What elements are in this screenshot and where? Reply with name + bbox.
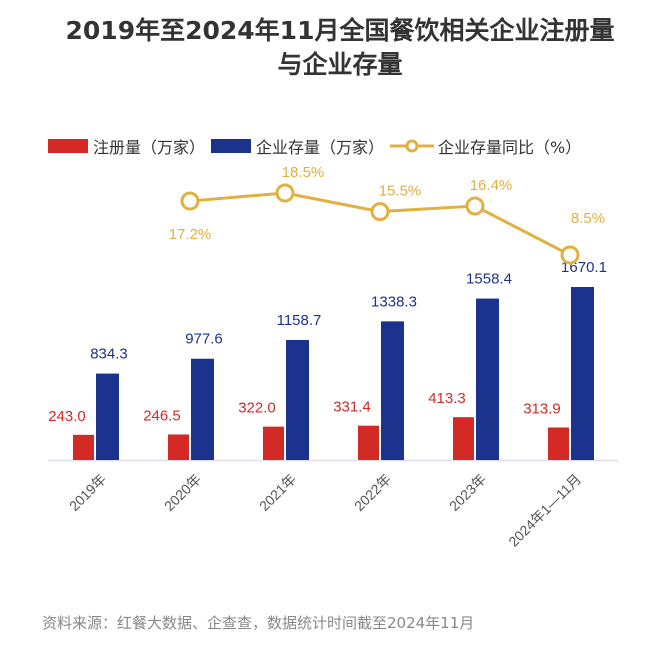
- data-label-stock: 977.6: [185, 331, 223, 348]
- line-point-yoy: [560, 245, 580, 265]
- data-label-stock: 1158.7: [277, 312, 322, 329]
- data-label-stock: 1558.4: [466, 271, 512, 288]
- data-label-registrations: 331.4: [333, 399, 371, 416]
- line-point-yoy: [180, 191, 200, 211]
- x-tick-label: 2020年: [161, 471, 204, 514]
- data-label-yoy: 15.5%: [379, 183, 422, 200]
- source-note: 资料来源：红餐大数据、企查查，数据统计时间截至2024年11月: [42, 614, 475, 632]
- data-label-yoy: 17.2%: [169, 226, 212, 243]
- bar-stock: [286, 339, 309, 460]
- legend-line-marker: [390, 139, 435, 153]
- bar-registrations: [548, 427, 569, 460]
- bar-stock: [96, 373, 119, 460]
- x-tick-label: 2023年: [446, 471, 489, 514]
- data-label-yoy: 8.5%: [571, 210, 605, 227]
- x-tick-label: 2022年: [351, 471, 394, 514]
- line-point-yoy: [465, 196, 485, 216]
- chart-title: 2019年至2024年11月全国餐饮相关企业注册量与企业存量: [65, 16, 615, 79]
- data-label-registrations: 313.9: [523, 400, 561, 417]
- bar-stock: [571, 287, 594, 460]
- bar-stock: [191, 358, 214, 460]
- bar-registrations: [73, 434, 94, 460]
- bar-registrations: [453, 417, 474, 460]
- legend-label: 企业存量同比（%）: [438, 138, 582, 157]
- legend: 注册量（万家） 企业存量（万家） 企业存量同比（%）: [48, 134, 587, 158]
- x-tick-label: 2024年1—11月: [505, 471, 584, 550]
- legend-swatch: [48, 139, 88, 153]
- x-tick-label: 2021年: [256, 471, 299, 514]
- data-label-yoy: 18.5%: [282, 164, 325, 181]
- legend-item-yoy: 企业存量同比（%）: [390, 134, 581, 158]
- legend-item-stock: 企业存量（万家）: [211, 134, 384, 158]
- data-label-stock: 834.3: [90, 346, 128, 363]
- data-label-registrations: 246.5: [143, 407, 181, 424]
- data-label-yoy: 16.4%: [470, 177, 513, 194]
- bar-stock: [476, 298, 499, 460]
- x-tick-label: 2019年: [66, 471, 109, 514]
- line-point-yoy: [370, 202, 390, 222]
- data-label-registrations: 243.0: [48, 408, 86, 425]
- data-label-stock: 1338.3: [371, 293, 417, 310]
- legend-label: 注册量（万家）: [93, 138, 206, 157]
- data-label-registrations: 322.0: [238, 400, 276, 417]
- line-point-yoy: [275, 183, 295, 203]
- bar-registrations: [263, 426, 284, 460]
- legend-item-registrations: 注册量（万家）: [48, 134, 205, 158]
- bar-registrations: [358, 425, 379, 460]
- legend-label: 企业存量（万家）: [256, 138, 385, 157]
- data-label-registrations: 413.3: [428, 390, 466, 407]
- bar-registrations: [168, 434, 189, 460]
- legend-swatch: [211, 139, 252, 153]
- bar-stock: [381, 321, 404, 460]
